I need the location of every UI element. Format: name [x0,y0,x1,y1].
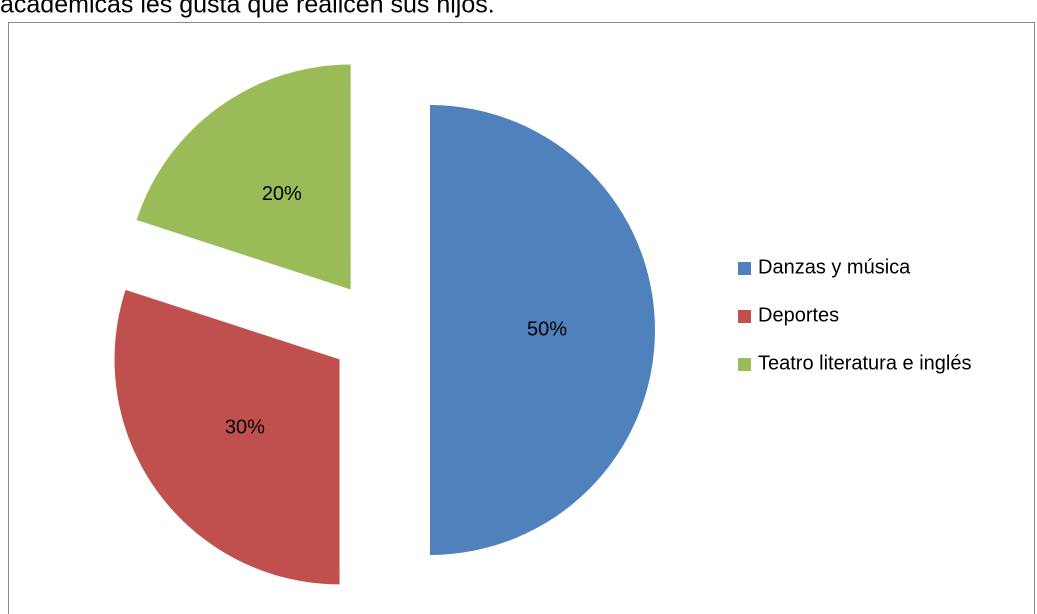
legend-label: Danzas y música [758,256,911,278]
pie-slice [136,64,351,290]
legend-label: Deportes [758,304,839,326]
slice-label: 50% [527,318,567,340]
legend-label: Teatro literatura e inglés [758,352,971,374]
pie-slice [114,289,340,585]
chart-title: académicas les gusta que realicen sus hi… [0,0,495,19]
pie-slice [430,105,655,555]
legend-swatch [738,358,751,371]
slice-label: 20% [262,183,302,205]
slice-label: 30% [225,416,265,438]
legend-swatch [738,310,751,323]
legend-swatch [738,262,751,275]
